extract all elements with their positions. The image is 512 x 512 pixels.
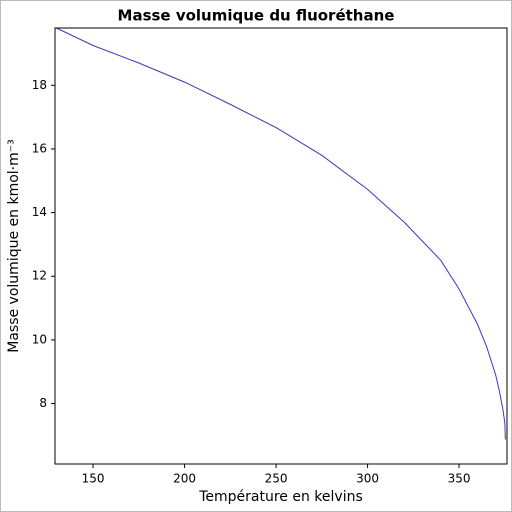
data-line <box>56 27 506 440</box>
y-tick-label: 16 <box>32 141 47 155</box>
y-tick-label: 12 <box>32 269 47 283</box>
x-tick-label: 200 <box>173 472 196 486</box>
y-tick-label: 14 <box>32 205 47 219</box>
y-tick-label: 10 <box>32 332 47 346</box>
y-tick-label: 8 <box>39 396 47 410</box>
x-tick-label: 250 <box>265 472 288 486</box>
x-axis-label: Température en kelvins <box>198 489 363 505</box>
plot-frame <box>54 27 508 465</box>
y-tick-label: 18 <box>32 78 47 92</box>
x-tick-label: 350 <box>448 472 471 486</box>
x-tick-label: 300 <box>356 472 379 486</box>
y-axis-label: Masse volumique en kmol·m⁻³ <box>6 139 22 353</box>
x-tick-label: 150 <box>82 472 105 486</box>
chart-title: Masse volumique du fluoréthane <box>118 7 395 25</box>
